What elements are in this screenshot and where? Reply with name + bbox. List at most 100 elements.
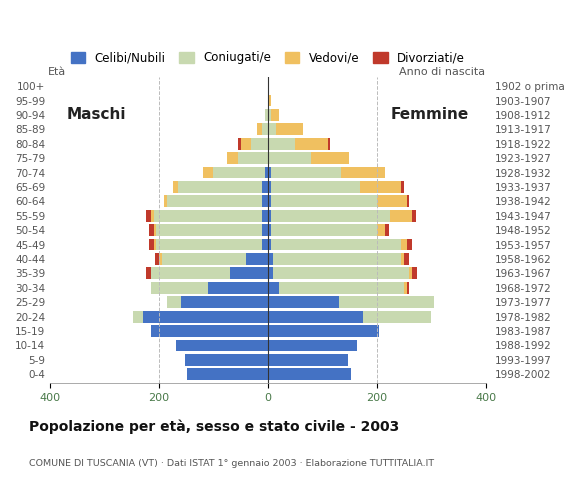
Bar [268, 138, 295, 150]
Bar [181, 296, 268, 308]
Bar [268, 354, 349, 366]
Text: COMUNE DI TUSCANIA (VT) · Dati ISTAT 1° gennaio 2003 · Elaborazione TUTTITALIA.I: COMUNE DI TUSCANIA (VT) · Dati ISTAT 1° … [29, 459, 434, 468]
Bar [268, 325, 379, 337]
Bar [268, 253, 273, 265]
Bar [328, 138, 331, 150]
Bar [404, 282, 407, 294]
Bar [270, 109, 279, 121]
Bar [151, 210, 154, 222]
Bar [262, 210, 268, 222]
Bar [270, 167, 341, 179]
Bar [268, 368, 350, 380]
Bar [360, 181, 401, 193]
Bar [295, 138, 328, 150]
Bar [265, 167, 268, 179]
Bar [262, 195, 268, 207]
Bar [268, 267, 273, 279]
Bar [273, 267, 409, 279]
Bar [404, 253, 409, 265]
Bar [176, 339, 268, 351]
Bar [268, 339, 357, 351]
Bar [268, 195, 270, 207]
Bar [164, 195, 167, 207]
Bar [149, 224, 154, 236]
Bar [376, 224, 385, 236]
Bar [262, 239, 268, 251]
Bar [156, 239, 262, 251]
Bar [213, 167, 265, 179]
Bar [202, 167, 213, 179]
Bar [208, 282, 268, 294]
Bar [143, 311, 268, 323]
Bar [279, 282, 404, 294]
Bar [185, 354, 268, 366]
Bar [270, 195, 376, 207]
Bar [167, 195, 262, 207]
Bar [268, 296, 339, 308]
Bar [154, 224, 156, 236]
Bar [407, 239, 412, 251]
Bar [412, 267, 418, 279]
Bar [390, 210, 412, 222]
Text: Femmine: Femmine [391, 108, 469, 122]
Bar [268, 95, 270, 107]
Bar [154, 210, 262, 222]
Bar [268, 224, 270, 236]
Bar [156, 224, 262, 236]
Text: Popolazione per età, sesso e stato civile - 2003: Popolazione per età, sesso e stato civil… [29, 420, 399, 434]
Bar [409, 267, 412, 279]
Bar [162, 253, 246, 265]
Bar [238, 152, 268, 164]
Bar [276, 123, 303, 135]
Bar [376, 195, 407, 207]
Bar [262, 123, 268, 135]
Bar [270, 224, 376, 236]
Bar [363, 311, 431, 323]
Bar [265, 109, 268, 121]
Bar [268, 282, 279, 294]
Bar [257, 123, 262, 135]
Bar [133, 311, 143, 323]
Bar [273, 253, 401, 265]
Bar [159, 253, 162, 265]
Bar [270, 239, 401, 251]
Bar [173, 181, 178, 193]
Bar [151, 325, 268, 337]
Bar [339, 296, 434, 308]
Bar [230, 267, 268, 279]
Bar [167, 296, 181, 308]
Bar [407, 195, 409, 207]
Bar [262, 224, 268, 236]
Bar [227, 152, 238, 164]
Bar [268, 210, 270, 222]
Bar [252, 138, 268, 150]
Bar [268, 152, 311, 164]
Bar [241, 138, 252, 150]
Text: Età: Età [48, 67, 66, 77]
Bar [146, 267, 151, 279]
Bar [341, 167, 385, 179]
Bar [385, 224, 389, 236]
Bar [412, 210, 416, 222]
Bar [311, 152, 350, 164]
Bar [151, 282, 208, 294]
Bar [238, 138, 241, 150]
Bar [401, 239, 407, 251]
Bar [407, 282, 409, 294]
Bar [268, 311, 363, 323]
Bar [262, 181, 268, 193]
Text: Anno di nascita: Anno di nascita [400, 68, 485, 77]
Bar [151, 267, 230, 279]
Bar [268, 123, 276, 135]
Bar [154, 239, 156, 251]
Bar [268, 239, 270, 251]
Bar [149, 239, 154, 251]
Bar [187, 368, 268, 380]
Bar [146, 210, 151, 222]
Bar [178, 181, 262, 193]
Bar [270, 181, 360, 193]
Bar [268, 109, 270, 121]
Bar [246, 253, 268, 265]
Bar [155, 253, 159, 265]
Legend: Celibi/Nubili, Coniugati/e, Vedovi/e, Divorziati/e: Celibi/Nubili, Coniugati/e, Vedovi/e, Di… [66, 47, 470, 69]
